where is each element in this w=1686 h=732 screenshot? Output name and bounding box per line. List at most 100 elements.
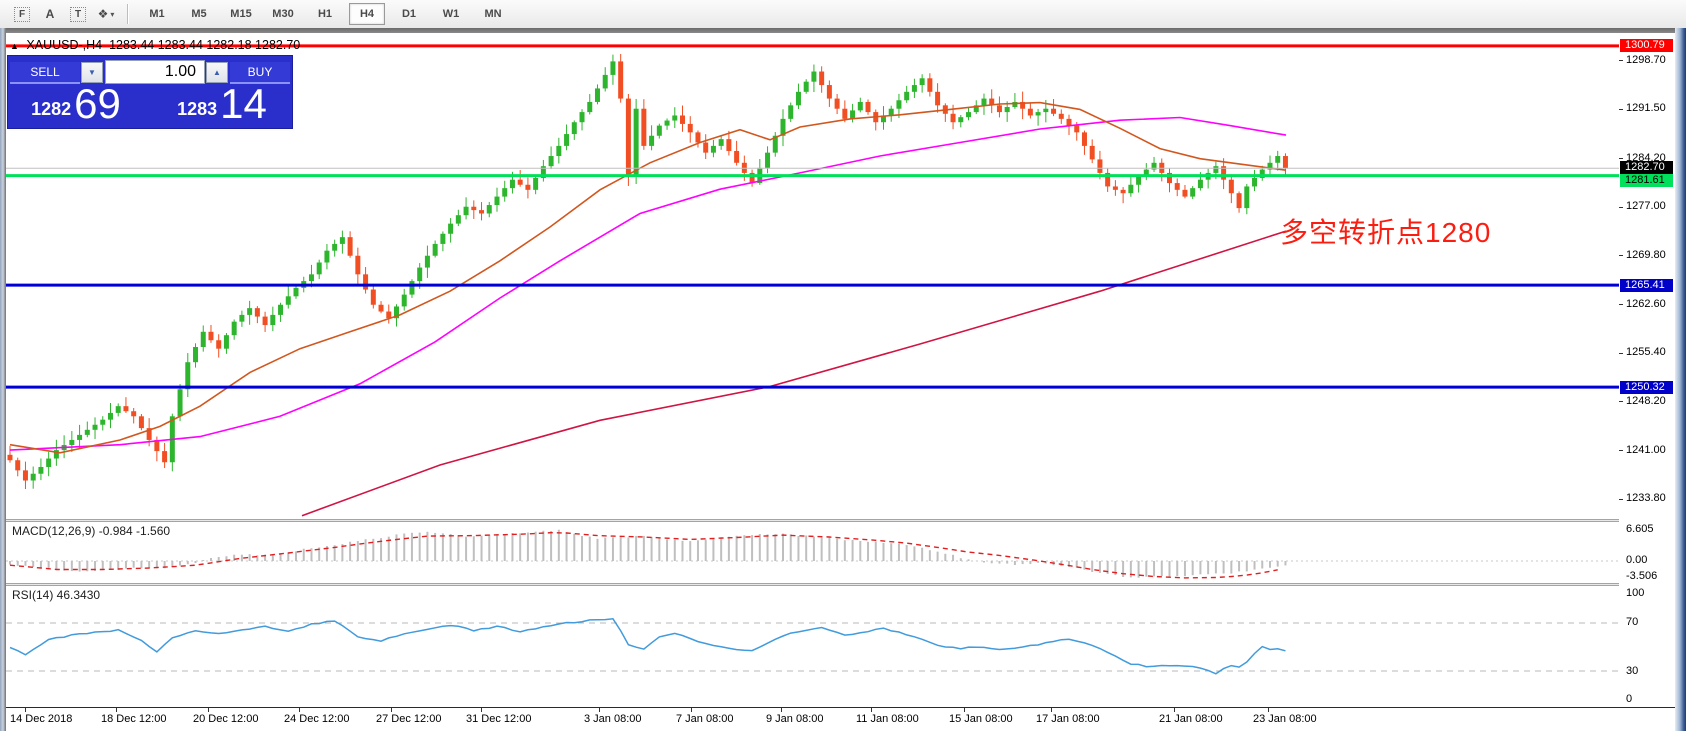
drawing-tools: F A T ❖ ▾ <box>8 3 120 25</box>
time-axis-tick <box>391 708 392 712</box>
buy-price-button[interactable]: 1283 14 <box>156 82 288 126</box>
timeframe-button-d1[interactable]: D1 <box>401 8 417 20</box>
text-tool-icon[interactable]: T <box>66 3 90 25</box>
price-axis-tick <box>1619 401 1623 402</box>
price-axis-label: 1262.60 <box>1626 298 1666 310</box>
time-axis-tick <box>599 708 600 712</box>
panel-separator[interactable] <box>6 519 1619 522</box>
timeframe-button-w1[interactable]: W1 <box>442 8 460 20</box>
buy-button[interactable]: BUY <box>230 62 290 84</box>
time-axis-label: 27 Dec 12:00 <box>376 713 442 725</box>
rsi-indicator-label: RSI(14) 46.3430 <box>12 588 101 602</box>
price-axis[interactable]: 1298.70 1291.50 1284.20 1277.00 1269.80 1262.… <box>1619 33 1675 707</box>
price-axis-tick <box>1619 255 1623 256</box>
price-axis-tick <box>1619 450 1623 451</box>
volume-increase-button[interactable]: ▲ <box>206 62 228 83</box>
toolbar-separator <box>127 4 129 24</box>
rsi-axis-label: 100 <box>1626 587 1645 599</box>
macd-panel-canvas[interactable] <box>6 522 1619 583</box>
fibo-tool-icon[interactable]: F <box>10 3 34 25</box>
time-axis-label: 15 Jan 08:00 <box>949 713 1013 725</box>
window-frame-right <box>1675 28 1686 731</box>
volume-decrease-button[interactable]: ▼ <box>81 62 103 83</box>
timeframe-button-h1[interactable]: H1 <box>317 8 333 20</box>
price-level-badge: 1265.41 <box>1620 279 1673 292</box>
arrows-tool-icon[interactable]: ❖ ▾ <box>97 7 115 21</box>
timeframe-button-m30[interactable]: M30 <box>272 8 294 20</box>
time-axis-tick <box>208 708 209 712</box>
window-frame-left <box>0 28 6 731</box>
macd-axis-label: -3.506 <box>1626 570 1658 582</box>
price-level-badge: 1281.61 <box>1620 174 1673 187</box>
time-axis-tick <box>299 708 300 712</box>
symbol-timeframe: XAUUSD-,H4 <box>26 38 103 52</box>
time-axis-tick <box>691 708 692 712</box>
rsi-axis-label: 0 <box>1626 693 1633 705</box>
buy-price-big: 14 <box>220 80 267 127</box>
panel-separator[interactable] <box>6 583 1619 586</box>
price-level-badge: 1250.32 <box>1620 381 1673 394</box>
price-axis-tick <box>1619 60 1623 61</box>
price-axis-label: 1233.80 <box>1626 492 1666 504</box>
price-axis-label: 1298.70 <box>1626 54 1666 66</box>
buy-price-small: 1283 <box>177 99 218 119</box>
window-edge-strip <box>0 28 1686 33</box>
price-axis-tick <box>1619 304 1623 305</box>
time-axis-tick <box>781 708 782 712</box>
price-axis-label: 1269.80 <box>1626 249 1666 261</box>
time-axis-tick <box>1051 708 1052 712</box>
price-axis-tick <box>1619 207 1623 208</box>
time-axis-label: 17 Jan 08:00 <box>1036 713 1100 725</box>
price-axis-label: 1291.50 <box>1626 102 1666 114</box>
timeframe-button-m15[interactable]: M15 <box>230 8 252 20</box>
time-axis-label: 21 Jan 08:00 <box>1159 713 1223 725</box>
time-axis-label: 11 Jan 08:00 <box>856 713 919 725</box>
rsi-axis-label: 70 <box>1626 616 1639 628</box>
time-axis-label: 18 Dec 12:00 <box>101 713 167 725</box>
price-axis-tick <box>1619 158 1623 159</box>
time-axis[interactable]: 14 Dec 2018 18 Dec 12:00 20 Dec 12:00 24 De… <box>6 707 1675 732</box>
time-axis-tick <box>964 708 965 712</box>
price-axis-tick <box>1619 499 1623 500</box>
macd-axis-label: 0.00 <box>1626 554 1648 566</box>
one-click-trading-panel: SELL ▼ ▲ BUY 1282 69 1283 14 <box>8 56 292 128</box>
time-axis-tick <box>481 708 482 712</box>
collapse-arrow-icon[interactable]: ▲ <box>10 41 19 51</box>
time-axis-label: 24 Dec 12:00 <box>284 713 350 725</box>
time-axis-tick <box>116 708 117 712</box>
timeframe-button-m1[interactable]: M1 <box>149 8 165 20</box>
price-level-badge: 1300.79 <box>1620 39 1673 52</box>
time-axis-label: 20 Dec 12:00 <box>193 713 259 725</box>
text-label-tool-icon[interactable]: A <box>45 7 55 21</box>
toolbar: F A T ❖ ▾ M1 M5 M15 M30 H1 H4 D1 W1 MN <box>0 0 1686 28</box>
price-axis-label: 1248.20 <box>1626 395 1666 407</box>
rsi-axis-label: 30 <box>1626 665 1639 677</box>
timeframe-button-h4[interactable]: H4 <box>349 3 385 25</box>
time-axis-label: 9 Jan 08:00 <box>766 713 824 725</box>
price-axis-tick <box>1619 109 1623 110</box>
chart-annotation-text: 多空转折点1280 <box>1280 217 1492 248</box>
rsi-panel-canvas[interactable] <box>6 586 1619 707</box>
timeframe-buttons: M1 M5 M15 M30 H1 H4 D1 W1 MN <box>136 3 514 25</box>
sell-price-button[interactable]: 1282 69 <box>10 82 142 126</box>
time-axis-label: 14 Dec 2018 <box>10 713 73 725</box>
time-axis-tick <box>1268 708 1269 712</box>
timeframe-button-m5[interactable]: M5 <box>191 8 207 20</box>
macd-indicator-label: MACD(12,26,9) -0.984 -1.560 <box>12 524 171 538</box>
time-axis-label: 3 Jan 08:00 <box>584 713 642 725</box>
chart-ohlc-header: ▲ XAUUSD-,H4 1283.44 1283.44 1282.18 128… <box>10 38 300 52</box>
timeframe-button-mn[interactable]: MN <box>484 8 502 20</box>
price-axis-label: 1241.00 <box>1626 444 1666 456</box>
sell-button[interactable]: SELL <box>10 62 80 84</box>
sell-price-small: 1282 <box>31 99 72 119</box>
time-axis-label: 23 Jan 08:00 <box>1253 713 1317 725</box>
time-axis-label: 7 Jan 08:00 <box>676 713 734 725</box>
sell-price-big: 69 <box>74 80 121 127</box>
price-axis-label: 1255.40 <box>1626 346 1666 358</box>
price-level-badge: 1282.70 <box>1620 161 1673 174</box>
time-axis-tick <box>1174 708 1175 712</box>
price-axis-label: 1277.00 <box>1626 200 1666 212</box>
volume-input[interactable] <box>105 60 205 84</box>
time-axis-tick <box>25 708 26 712</box>
price-axis-tick <box>1619 353 1623 354</box>
